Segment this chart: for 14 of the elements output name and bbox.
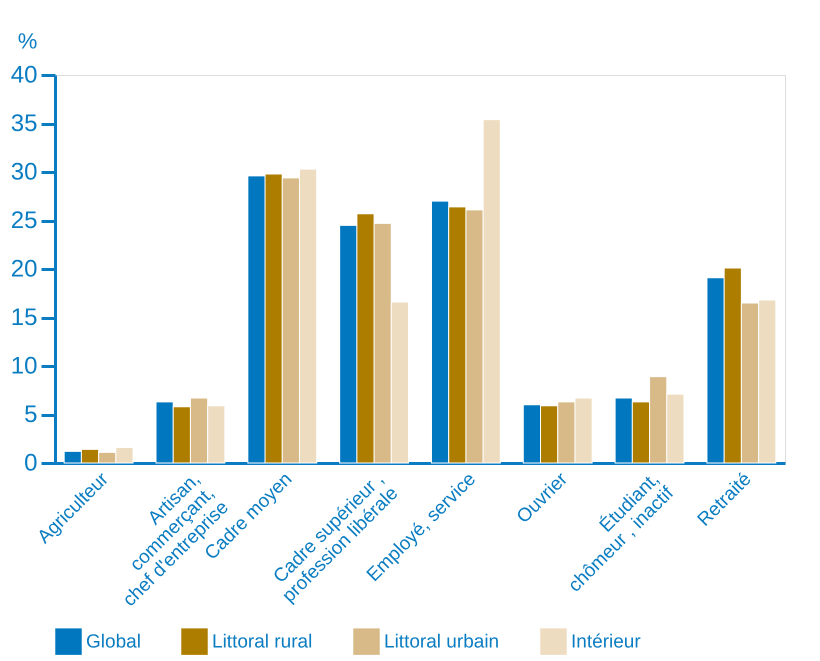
y-tick-label: 35 <box>10 110 38 137</box>
y-tick-label: 30 <box>10 158 38 186</box>
legend-label: Global <box>86 632 141 653</box>
y-tick-label: 5 <box>24 401 38 428</box>
legend-label: Intérieur <box>571 632 642 653</box>
y-tick-label: 40 <box>10 62 38 88</box>
y-tick-label: 0 <box>24 450 38 476</box>
y-axis-title: % <box>18 28 38 54</box>
y-tick-label: 15 <box>10 304 38 331</box>
y-tick-label: 20 <box>10 256 38 282</box>
legend-label: Littoral rural <box>212 632 312 653</box>
legend-label: Littoral urbain <box>384 632 500 653</box>
y-tick-label: 25 <box>10 207 38 234</box>
y-tick-label: 10 <box>10 352 38 380</box>
